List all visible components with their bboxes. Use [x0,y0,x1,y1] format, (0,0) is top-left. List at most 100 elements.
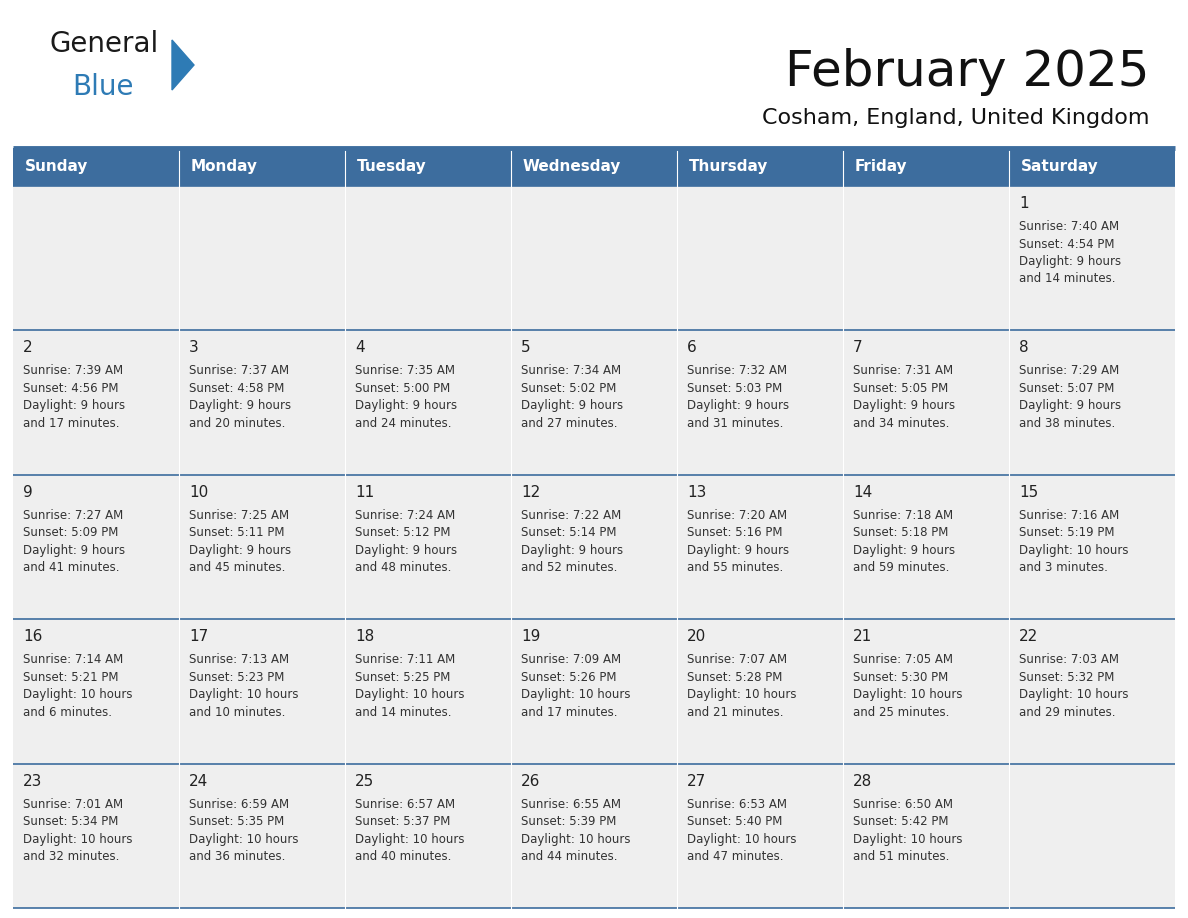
Text: and 32 minutes.: and 32 minutes. [23,850,119,863]
Text: 23: 23 [23,774,43,789]
Text: 14: 14 [853,485,872,499]
Text: and 27 minutes.: and 27 minutes. [522,417,618,430]
Text: Sunset: 5:42 PM: Sunset: 5:42 PM [853,815,948,828]
Text: 11: 11 [355,485,374,499]
Text: Sunrise: 7:40 AM: Sunrise: 7:40 AM [1019,220,1119,233]
Text: Daylight: 9 hours: Daylight: 9 hours [1019,399,1121,412]
Text: Daylight: 9 hours: Daylight: 9 hours [522,399,624,412]
Text: Daylight: 10 hours: Daylight: 10 hours [853,688,962,701]
Text: Daylight: 9 hours: Daylight: 9 hours [189,399,291,412]
Text: Sunrise: 6:59 AM: Sunrise: 6:59 AM [189,798,289,811]
Text: and 45 minutes.: and 45 minutes. [189,561,285,575]
Text: 6: 6 [687,341,696,355]
Text: Daylight: 10 hours: Daylight: 10 hours [189,833,298,845]
Text: 18: 18 [355,629,374,644]
Text: Daylight: 10 hours: Daylight: 10 hours [522,688,631,701]
Text: Sunset: 5:16 PM: Sunset: 5:16 PM [687,526,783,539]
Text: and 17 minutes.: and 17 minutes. [522,706,618,719]
Text: Daylight: 10 hours: Daylight: 10 hours [23,833,133,845]
Text: Sunday: Sunday [25,160,88,174]
Text: 21: 21 [853,629,872,644]
Text: Sunrise: 7:37 AM: Sunrise: 7:37 AM [189,364,289,377]
Bar [13,330,1175,475]
Text: Daylight: 10 hours: Daylight: 10 hours [1019,543,1129,557]
Text: Sunrise: 7:05 AM: Sunrise: 7:05 AM [853,654,953,666]
Text: Daylight: 9 hours: Daylight: 9 hours [687,399,789,412]
Text: Sunset: 5:12 PM: Sunset: 5:12 PM [355,526,450,539]
Text: and 6 minutes.: and 6 minutes. [23,706,112,719]
Text: and 55 minutes.: and 55 minutes. [687,561,783,575]
Text: Daylight: 10 hours: Daylight: 10 hours [687,688,796,701]
Text: 20: 20 [687,629,706,644]
Text: Sunrise: 7:29 AM: Sunrise: 7:29 AM [1019,364,1119,377]
Text: Sunset: 5:23 PM: Sunset: 5:23 PM [189,671,284,684]
Text: and 3 minutes.: and 3 minutes. [1019,561,1108,575]
Text: Daylight: 9 hours: Daylight: 9 hours [853,399,955,412]
Text: and 36 minutes.: and 36 minutes. [189,850,285,863]
Text: Sunrise: 7:07 AM: Sunrise: 7:07 AM [687,654,788,666]
Text: and 25 minutes.: and 25 minutes. [853,706,949,719]
Text: Sunrise: 7:01 AM: Sunrise: 7:01 AM [23,798,124,811]
Text: Sunset: 5:21 PM: Sunset: 5:21 PM [23,671,119,684]
Text: Sunset: 5:07 PM: Sunset: 5:07 PM [1019,382,1114,395]
Text: 26: 26 [522,774,541,789]
Text: Sunset: 4:54 PM: Sunset: 4:54 PM [1019,238,1114,251]
Text: Sunrise: 7:16 AM: Sunrise: 7:16 AM [1019,509,1119,521]
Text: 28: 28 [853,774,872,789]
Text: 13: 13 [687,485,707,499]
Text: and 52 minutes.: and 52 minutes. [522,561,618,575]
Text: and 14 minutes.: and 14 minutes. [355,706,451,719]
Text: Tuesday: Tuesday [358,160,426,174]
Text: Sunset: 5:37 PM: Sunset: 5:37 PM [355,815,450,828]
Text: Sunset: 5:39 PM: Sunset: 5:39 PM [522,815,617,828]
Text: Daylight: 10 hours: Daylight: 10 hours [189,688,298,701]
Text: 5: 5 [522,341,531,355]
Text: Daylight: 9 hours: Daylight: 9 hours [687,543,789,557]
Text: 19: 19 [522,629,541,644]
Text: Sunrise: 7:39 AM: Sunrise: 7:39 AM [23,364,124,377]
Text: Daylight: 10 hours: Daylight: 10 hours [522,833,631,845]
Text: Sunrise: 7:03 AM: Sunrise: 7:03 AM [1019,654,1119,666]
Text: 7: 7 [853,341,862,355]
Text: Wednesday: Wednesday [523,160,621,174]
Text: Cosham, England, United Kingdom: Cosham, England, United Kingdom [763,108,1150,128]
Bar [13,764,1175,908]
Text: Sunset: 5:09 PM: Sunset: 5:09 PM [23,526,119,539]
Text: Sunrise: 7:32 AM: Sunrise: 7:32 AM [687,364,788,377]
Text: Sunset: 5:30 PM: Sunset: 5:30 PM [853,671,948,684]
Text: 1: 1 [1019,196,1029,211]
Text: and 10 minutes.: and 10 minutes. [189,706,285,719]
Text: Friday: Friday [855,160,908,174]
Text: Sunset: 5:19 PM: Sunset: 5:19 PM [1019,526,1114,539]
Text: and 44 minutes.: and 44 minutes. [522,850,618,863]
Text: Sunrise: 6:53 AM: Sunrise: 6:53 AM [687,798,786,811]
Text: Daylight: 10 hours: Daylight: 10 hours [355,833,465,845]
Text: February 2025: February 2025 [785,48,1150,96]
Text: Daylight: 10 hours: Daylight: 10 hours [853,833,962,845]
Text: and 24 minutes.: and 24 minutes. [355,417,451,430]
Text: 10: 10 [189,485,208,499]
Text: and 51 minutes.: and 51 minutes. [853,850,949,863]
Text: Sunset: 5:05 PM: Sunset: 5:05 PM [853,382,948,395]
Text: Sunrise: 7:11 AM: Sunrise: 7:11 AM [355,654,455,666]
Text: and 17 minutes.: and 17 minutes. [23,417,120,430]
Text: Sunrise: 7:14 AM: Sunrise: 7:14 AM [23,654,124,666]
Text: 16: 16 [23,629,43,644]
Bar [13,186,1175,330]
Text: Sunrise: 7:20 AM: Sunrise: 7:20 AM [687,509,788,521]
Text: 17: 17 [189,629,208,644]
Text: 4: 4 [355,341,365,355]
Text: 8: 8 [1019,341,1029,355]
Text: and 29 minutes.: and 29 minutes. [1019,706,1116,719]
Text: and 31 minutes.: and 31 minutes. [687,417,783,430]
Text: Sunset: 4:58 PM: Sunset: 4:58 PM [189,382,284,395]
Text: Blue: Blue [72,73,133,101]
Bar [13,475,1175,620]
Text: Daylight: 9 hours: Daylight: 9 hours [853,543,955,557]
Text: Sunset: 5:35 PM: Sunset: 5:35 PM [189,815,284,828]
Text: 12: 12 [522,485,541,499]
Text: Sunrise: 7:18 AM: Sunrise: 7:18 AM [853,509,953,521]
Text: 22: 22 [1019,629,1038,644]
Text: and 14 minutes.: and 14 minutes. [1019,273,1116,285]
Polygon shape [172,40,194,90]
